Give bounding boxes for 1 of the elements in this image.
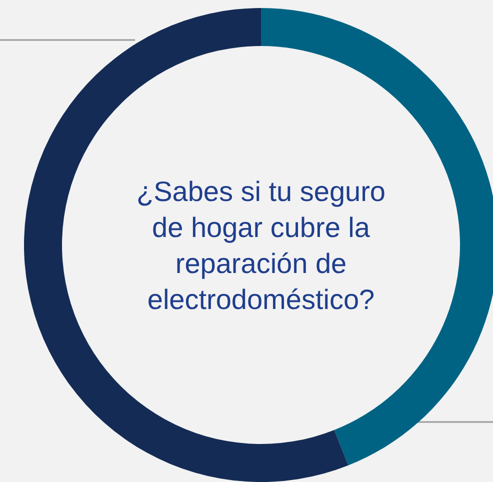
text: ¿Sabes si tu seguro de hogar cubre la reparación de electrodoméstico? <box>136 176 386 315</box>
